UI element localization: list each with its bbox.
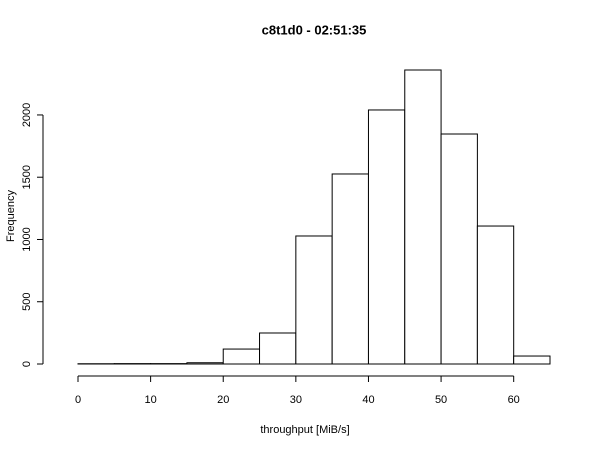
x-tick-label: 40	[362, 394, 374, 406]
y-tick-label: 1000	[21, 227, 33, 251]
bar	[331, 173, 369, 365]
bar	[259, 332, 297, 365]
y-tick-label: 2000	[21, 103, 33, 127]
bar	[186, 362, 224, 365]
x-axis-label: throughput [MiB/s]	[260, 424, 349, 436]
x-tick-label: 50	[435, 394, 447, 406]
y-tick-label: 500	[21, 293, 33, 311]
x-tick-label: 30	[290, 394, 302, 406]
x-tick-label: 20	[217, 394, 229, 406]
bar	[513, 355, 551, 365]
bar	[476, 225, 515, 365]
x-tick-label: 60	[508, 394, 520, 406]
x-tick-label: 10	[144, 394, 156, 406]
bar	[367, 109, 406, 365]
y-axis-label: Frequency	[5, 190, 17, 242]
bar	[404, 69, 442, 365]
x-tick-label: 0	[75, 394, 81, 406]
chart-title: c8t1d0 - 02:51:35	[262, 22, 367, 37]
bar	[295, 235, 333, 365]
bar	[440, 133, 478, 365]
y-tick-label: 0	[21, 361, 33, 367]
y-tick-label: 1500	[21, 165, 33, 189]
bar	[222, 348, 261, 365]
